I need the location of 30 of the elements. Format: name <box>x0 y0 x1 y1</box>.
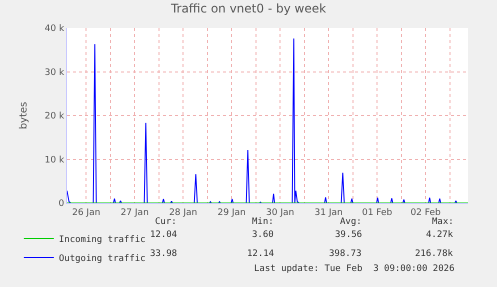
text: 39.56 <box>335 230 362 240</box>
y-tick-label: 0 <box>58 199 64 210</box>
x-tick-label: 01 Feb <box>362 208 392 218</box>
chart-title: Traffic on vnet0 - by week <box>170 2 326 16</box>
text: Avg: <box>340 217 362 227</box>
text: 33.98 <box>150 249 178 259</box>
text: 3.60 <box>252 230 274 240</box>
x-tick-label: 29 Jan <box>218 208 246 218</box>
text: Min: <box>252 217 274 227</box>
text: Max: <box>432 217 454 227</box>
text: 12.04 <box>150 230 178 240</box>
legend-label: Outgoing traffic <box>58 254 146 264</box>
x-tick-label: 26 Jan <box>72 208 100 218</box>
legend-label: Incoming traffic <box>58 235 146 246</box>
text: 216.78k <box>415 249 454 259</box>
y-axis-title: bytes <box>18 102 30 130</box>
x-tick-label: 31 Jan <box>314 208 343 218</box>
y-tick-label: 10 k <box>44 155 65 166</box>
y-tick-label: 40 k <box>44 24 65 34</box>
y-tick-label: 20 k <box>44 112 65 122</box>
text: 12.14 <box>247 249 274 259</box>
x-tick-label: 28 Jan <box>169 208 198 218</box>
text: Last update: Tue Feb 3 09:00:00 2026 <box>254 264 454 274</box>
x-tick-label: 30 Jan <box>266 208 294 218</box>
x-tick-label: 27 Jan <box>120 208 149 218</box>
text: 4.27k <box>426 230 454 240</box>
y-tick-label: 30 k <box>44 68 65 78</box>
text: 398.73 <box>329 249 362 259</box>
text: Cur: <box>155 217 177 227</box>
x-tick-label: 02 Feb <box>410 208 441 218</box>
